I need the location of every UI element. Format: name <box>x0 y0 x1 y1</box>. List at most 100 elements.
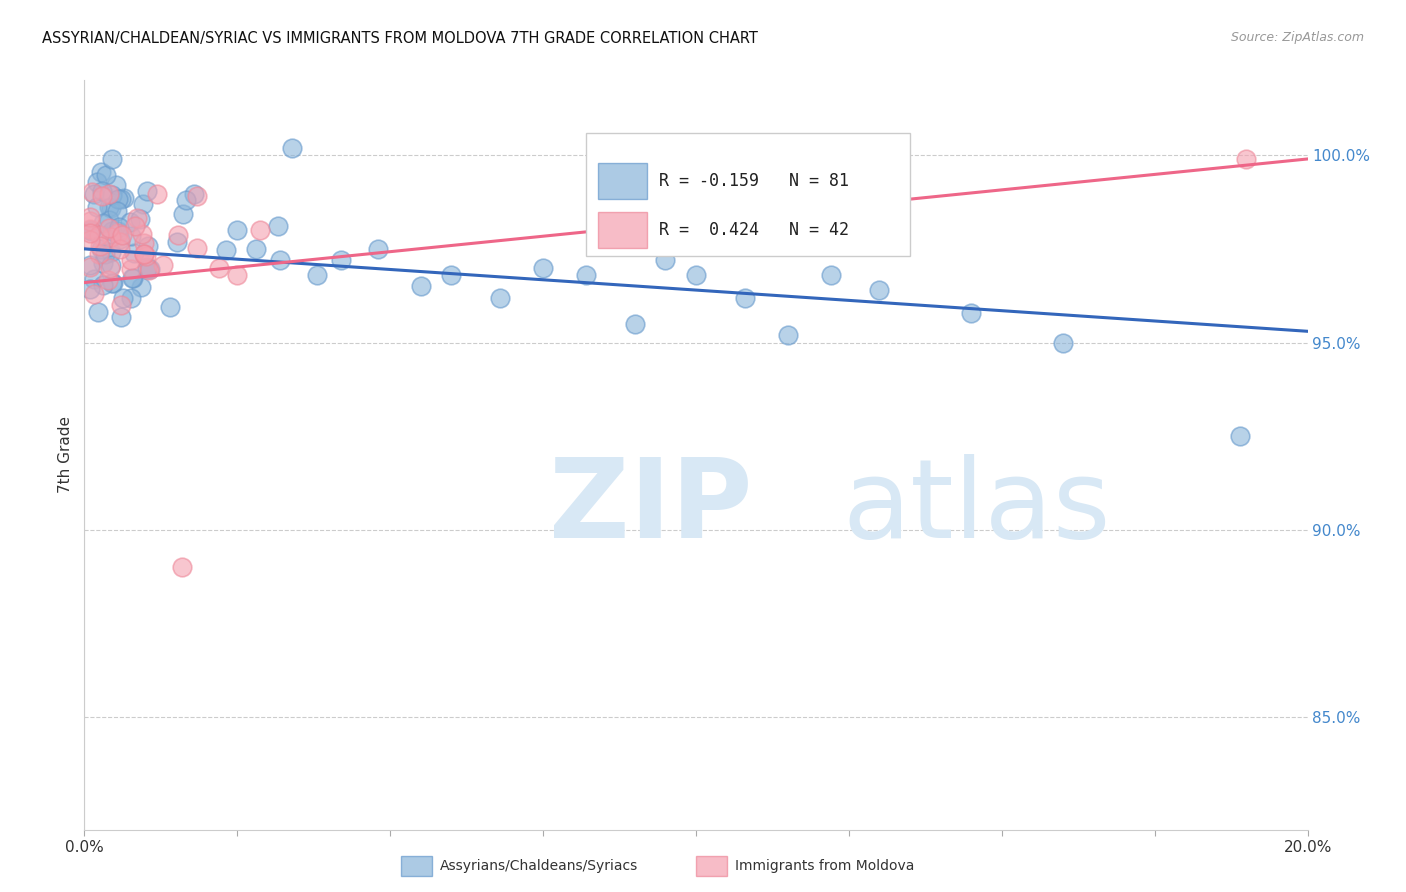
Point <box>86 200 108 214</box>
Y-axis label: 7th Grade: 7th Grade <box>58 417 73 493</box>
Point <box>110 310 132 325</box>
Point <box>120 229 142 244</box>
Point <box>98 213 121 227</box>
Text: Immigrants from Moldova: Immigrants from Moldova <box>735 859 915 873</box>
Point <box>208 260 231 275</box>
Point <box>869 283 891 297</box>
Point <box>89 239 111 253</box>
Point <box>685 268 707 282</box>
Point <box>131 227 153 241</box>
Point <box>79 258 101 272</box>
FancyBboxPatch shape <box>586 133 910 256</box>
FancyBboxPatch shape <box>598 163 647 200</box>
Point <box>105 203 128 218</box>
Point <box>145 186 167 201</box>
Point <box>135 249 157 263</box>
Point <box>132 247 155 261</box>
Point <box>90 165 112 179</box>
Point <box>245 242 267 256</box>
Point <box>89 246 111 260</box>
Point <box>138 263 160 277</box>
Point <box>79 210 101 224</box>
Point <box>367 242 389 256</box>
Point <box>132 247 155 261</box>
Point <box>120 291 142 305</box>
Point <box>135 260 157 274</box>
Point <box>79 224 101 238</box>
Point <box>120 262 142 277</box>
Point <box>214 243 236 257</box>
Point <box>100 224 122 238</box>
Point <box>152 258 174 272</box>
Point <box>167 228 190 243</box>
Point <box>305 268 328 282</box>
Point <box>624 317 647 331</box>
Point <box>654 253 676 268</box>
Text: ASSYRIAN/CHALDEAN/SYRIAC VS IMMIGRANTS FROM MOLDOVA 7TH GRADE CORRELATION CHART: ASSYRIAN/CHALDEAN/SYRIAC VS IMMIGRANTS F… <box>42 31 758 46</box>
Point <box>110 192 132 206</box>
Point <box>531 260 554 275</box>
Point <box>129 211 152 226</box>
Point <box>97 200 120 214</box>
Point <box>108 220 131 235</box>
FancyBboxPatch shape <box>598 212 647 248</box>
Point <box>330 253 353 268</box>
Text: R = -0.159   N = 81: R = -0.159 N = 81 <box>659 172 849 190</box>
Point <box>120 252 142 267</box>
Point <box>83 271 105 285</box>
Point <box>1236 152 1258 166</box>
Point <box>100 187 122 202</box>
Point <box>131 197 153 211</box>
Point <box>110 298 132 312</box>
Text: Source: ZipAtlas.com: Source: ZipAtlas.com <box>1230 31 1364 45</box>
Point <box>776 328 799 343</box>
Point <box>108 243 131 257</box>
Point <box>87 228 110 243</box>
Point <box>734 291 756 305</box>
Point <box>83 187 105 202</box>
Point <box>269 253 291 268</box>
Point <box>79 260 101 274</box>
Point <box>90 243 112 257</box>
Point <box>101 276 124 290</box>
Point <box>440 268 463 282</box>
Point <box>139 261 162 276</box>
Point <box>174 193 197 207</box>
Point <box>98 221 121 235</box>
Point <box>111 291 134 305</box>
Point <box>105 178 128 192</box>
Point <box>83 286 105 301</box>
Point <box>183 186 205 201</box>
Point <box>136 262 159 277</box>
Point <box>100 201 122 215</box>
Point <box>112 190 135 204</box>
Point <box>1052 335 1074 350</box>
Point <box>101 276 124 290</box>
Point <box>91 216 114 230</box>
Point <box>575 268 598 282</box>
Point <box>82 185 104 199</box>
Point <box>172 206 194 220</box>
Point <box>79 282 101 296</box>
Point <box>107 226 129 240</box>
Text: R =  0.424   N = 42: R = 0.424 N = 42 <box>659 221 849 239</box>
Point <box>249 223 271 237</box>
Point <box>97 273 120 287</box>
Point <box>111 227 134 242</box>
Point <box>96 169 118 183</box>
Point <box>172 560 194 574</box>
Point <box>1229 429 1251 443</box>
Point <box>960 305 983 319</box>
Point <box>186 241 208 255</box>
Point <box>280 141 302 155</box>
Point <box>124 219 146 233</box>
Point <box>79 227 101 241</box>
Point <box>91 278 114 293</box>
Point <box>79 233 101 247</box>
Point <box>226 268 249 282</box>
Point <box>121 271 143 285</box>
Point <box>87 304 110 318</box>
Point <box>489 291 512 305</box>
Point <box>110 231 132 245</box>
Point <box>159 301 181 315</box>
